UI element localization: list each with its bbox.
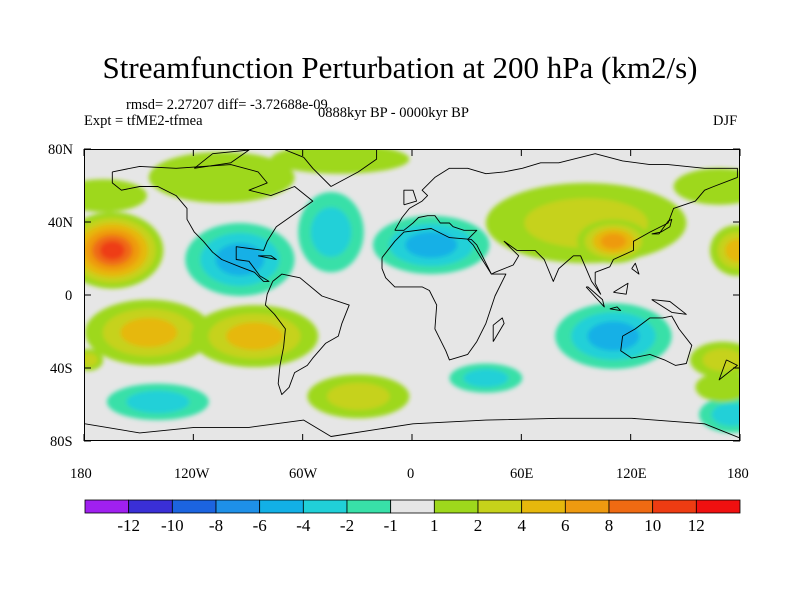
- contour-fill: [326, 382, 390, 410]
- coastline: [194, 150, 250, 169]
- colorbar-box: [259, 499, 304, 514]
- coastline: [284, 150, 378, 187]
- colorbar-label: -6: [252, 516, 267, 535]
- coastline: [403, 189, 418, 206]
- contour-fill: [126, 390, 190, 414]
- contour-fill: [270, 150, 410, 174]
- coastline: [492, 317, 505, 342]
- colorbar-label: 6: [561, 516, 570, 535]
- colorbar: [84, 499, 741, 514]
- contour-fill: [725, 239, 739, 262]
- contour-fill: [226, 322, 283, 350]
- contour-fill: [85, 179, 147, 213]
- lat-tick-label: 80S: [50, 434, 73, 450]
- coastline: [631, 262, 640, 275]
- season-label: DJF: [713, 113, 738, 129]
- colorbar-label: 4: [517, 516, 526, 535]
- colorbar-label: -2: [339, 516, 355, 535]
- contour-fill: [99, 241, 125, 260]
- coastline: [264, 273, 350, 396]
- colorbar-label: 10: [644, 516, 662, 535]
- contour-fill: [711, 403, 739, 426]
- contour-fill: [600, 233, 627, 249]
- contour-fill: [463, 369, 509, 388]
- lon-tick-label: 60W: [289, 466, 318, 482]
- colorbar-box: [564, 499, 610, 514]
- colorbar-label: -1: [383, 516, 398, 535]
- coastline: [585, 286, 605, 308]
- coastline: [609, 306, 622, 312]
- colorbar-label: 2: [473, 516, 483, 535]
- colorbar-box: [390, 499, 435, 514]
- colorbar-label: 8: [604, 516, 614, 535]
- lat-tick-label: 40N: [48, 215, 73, 231]
- colorbar-box: [302, 499, 348, 514]
- colorbar-label: -8: [208, 516, 224, 535]
- lon-tick-label: 0: [407, 466, 415, 482]
- coastline: [394, 153, 738, 295]
- experiment-label: Expt = tfME2-tfmea: [84, 113, 203, 129]
- colorbar-box: [521, 499, 566, 514]
- contour-fill: [405, 231, 458, 258]
- streamfunction-map: [85, 150, 739, 440]
- lon-tick-label: 60E: [510, 466, 534, 482]
- coastline: [381, 228, 507, 361]
- contour-fill-layer: [85, 150, 739, 433]
- lon-tick-label: 120W: [174, 466, 210, 482]
- lat-tick-label: 80N: [48, 142, 73, 158]
- colorbar-box: [652, 499, 697, 514]
- colorbar-box: [171, 499, 217, 514]
- colorbar-label: -4: [296, 516, 311, 535]
- coastline: [651, 218, 673, 235]
- coastline: [651, 299, 687, 315]
- coastline: [85, 417, 739, 439]
- colorbar-box: [128, 499, 173, 514]
- colorbar-box: [433, 499, 479, 514]
- contour-fill: [310, 207, 352, 257]
- coastline-layer: [85, 150, 739, 439]
- lat-tick-label: 40S: [50, 361, 73, 377]
- contour-fill: [215, 243, 265, 276]
- coastline: [613, 282, 629, 295]
- colorbar-box: [215, 499, 261, 514]
- coastline: [111, 164, 314, 282]
- colorbar-box: [84, 499, 130, 514]
- lat-tick-label: 0: [65, 288, 73, 304]
- coastline: [258, 255, 277, 260]
- colorbar-box: [346, 499, 392, 514]
- lon-tick-label: 180: [727, 466, 749, 482]
- map-plot-area: [84, 149, 740, 441]
- lon-tick-label: 180: [70, 466, 92, 482]
- contour-fill: [673, 168, 739, 205]
- period-label: 0888kyr BP - 0000kyr BP: [318, 105, 469, 121]
- colorbar-label: -12: [117, 516, 141, 535]
- contour-fill: [702, 348, 739, 372]
- colorbar-box: [695, 499, 741, 514]
- colorbar-label: 1: [430, 516, 439, 535]
- contour-fill: [148, 151, 295, 203]
- contour-fill: [120, 317, 178, 348]
- chart-title: Streamfunction Perturbation at 200 hPa (…: [102, 50, 698, 85]
- contour-fill: [85, 353, 98, 367]
- coastline: [620, 315, 693, 366]
- lon-tick-label: 120E: [616, 466, 647, 482]
- colorbar-label: -10: [160, 516, 184, 535]
- coastline: [718, 359, 738, 381]
- colorbar-label: 12: [687, 516, 705, 535]
- contour-fill: [587, 321, 640, 351]
- rmsd-diff-stats: rmsd= 2.27207 diff= -3.72688e-09: [126, 97, 328, 113]
- contour-fill: [695, 372, 739, 402]
- colorbar-box: [477, 499, 523, 514]
- colorbar-box: [608, 499, 654, 514]
